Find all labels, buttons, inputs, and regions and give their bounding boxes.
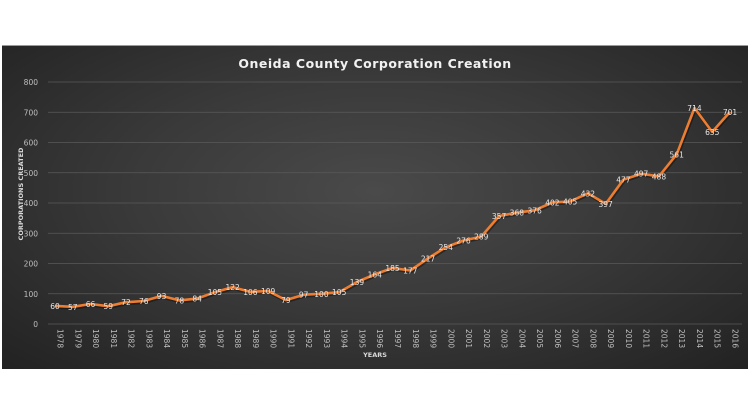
x-tick-label: 2012 <box>659 329 668 348</box>
gridlines <box>48 81 742 325</box>
data-label: 561 <box>670 150 685 159</box>
data-label: 217 <box>421 254 436 263</box>
data-label: 402 <box>545 198 560 207</box>
chart-title: Oneida County Corporation Creation <box>238 56 511 71</box>
chart-panel: Oneida County Corporation Creation 0 100 2… <box>2 45 748 369</box>
x-tick-label: 1981 <box>109 329 118 348</box>
x-tick-label: 1979 <box>73 329 82 348</box>
x-axis-title: YEARS <box>362 351 387 359</box>
x-tick-label: 2005 <box>535 329 544 348</box>
x-tick-label: 2002 <box>482 329 491 348</box>
data-label: 488 <box>652 172 667 181</box>
data-label: 105 <box>332 288 347 297</box>
y-tick-label: 200 <box>24 260 39 269</box>
x-tick-label: 2007 <box>571 329 580 348</box>
x-tick-label: 1985 <box>180 329 189 348</box>
data-label: 66 <box>86 300 96 309</box>
x-tick-label: 1994 <box>340 329 349 348</box>
data-label: 79 <box>281 296 291 305</box>
x-tick-label: 1996 <box>375 329 384 348</box>
data-label: 185 <box>385 264 400 273</box>
x-tick-label: 2006 <box>553 329 562 348</box>
data-label: 276 <box>456 237 471 246</box>
x-tick-label: 1992 <box>304 329 313 348</box>
x-tick-label: 2001 <box>464 329 473 348</box>
x-tick-label: 2008 <box>588 329 597 348</box>
x-tick-label: 2000 <box>446 329 455 348</box>
data-label: 368 <box>510 209 525 218</box>
y-tick-label: 400 <box>24 199 39 208</box>
data-label: 714 <box>687 104 702 113</box>
x-tick-label: 1995 <box>357 329 366 348</box>
y-axis-ticks: 0 100 200 300 400 500 600 700 800 <box>24 78 39 329</box>
y-tick-label: 0 <box>33 320 38 329</box>
y-tick-label: 300 <box>24 229 39 238</box>
data-label: 701 <box>723 108 738 117</box>
x-tick-label: 1998 <box>411 329 420 348</box>
data-label: 139 <box>350 278 365 287</box>
y-tick-label: 500 <box>24 169 39 178</box>
x-tick-label: 1987 <box>215 329 224 348</box>
series-shadow <box>55 107 733 310</box>
x-tick-label: 1983 <box>144 329 153 348</box>
data-label: 97 <box>299 291 309 300</box>
data-label: 105 <box>208 288 223 297</box>
x-tick-label: 2014 <box>695 329 704 348</box>
data-label: 177 <box>403 266 418 275</box>
data-label: 432 <box>581 189 596 198</box>
data-label: 635 <box>705 128 720 137</box>
x-tick-label: 1990 <box>269 329 278 348</box>
data-label: 100 <box>314 290 329 299</box>
data-label: 397 <box>598 200 613 209</box>
x-tick-label: 1997 <box>393 329 402 348</box>
x-tick-label: 1982 <box>127 329 136 348</box>
x-tick-label: 2009 <box>606 329 615 348</box>
x-tick-label: 2004 <box>517 329 526 348</box>
data-label: 376 <box>527 206 542 215</box>
data-label: 497 <box>634 170 649 179</box>
line-chart: Oneida County Corporation Creation 0 100 2… <box>17 56 742 359</box>
data-label: 57 <box>68 303 78 312</box>
data-label: 76 <box>139 297 149 306</box>
series-line <box>54 106 731 309</box>
data-label: 60 <box>50 302 60 311</box>
x-tick-label: 1984 <box>162 329 171 348</box>
y-axis-title: CORPORATIONS CREATED <box>17 147 25 240</box>
x-tick-label: 2003 <box>500 329 509 348</box>
data-label: 109 <box>261 287 276 296</box>
y-tick-label: 100 <box>24 290 39 299</box>
x-axis-ticks: 1978 1979 1980 1981 1982 1983 1984 1985 1986 1987… <box>56 329 740 348</box>
x-tick-label: 2013 <box>677 329 686 348</box>
data-label: 78 <box>175 296 185 305</box>
data-label: 122 <box>225 283 240 292</box>
x-tick-label: 1978 <box>56 329 65 348</box>
data-label: 106 <box>243 288 258 297</box>
x-tick-label: 1993 <box>322 329 331 348</box>
x-tick-label: 1980 <box>91 329 100 348</box>
data-label: 405 <box>563 197 578 206</box>
x-tick-label: 1989 <box>251 329 260 348</box>
data-label: 93 <box>157 292 167 301</box>
x-tick-label: 1986 <box>198 329 207 348</box>
data-label: 289 <box>474 233 489 242</box>
x-tick-label: 1991 <box>286 329 295 348</box>
x-tick-label: 2010 <box>624 329 633 348</box>
y-tick-label: 600 <box>24 139 39 148</box>
y-tick-label: 800 <box>24 78 39 87</box>
x-tick-label: 2016 <box>731 329 740 348</box>
data-label: 477 <box>616 176 631 185</box>
data-label: 84 <box>192 295 202 304</box>
data-series <box>54 106 733 310</box>
data-label: 164 <box>368 270 383 279</box>
data-label: 72 <box>121 298 131 307</box>
data-label: 357 <box>492 212 507 221</box>
x-tick-label: 2011 <box>642 329 651 348</box>
x-tick-label: 1988 <box>233 329 242 348</box>
data-label: 254 <box>439 243 454 252</box>
data-label: 59 <box>104 302 114 311</box>
y-tick-label: 700 <box>24 108 39 117</box>
x-tick-label: 2015 <box>713 329 722 348</box>
x-tick-label: 1999 <box>429 329 438 348</box>
